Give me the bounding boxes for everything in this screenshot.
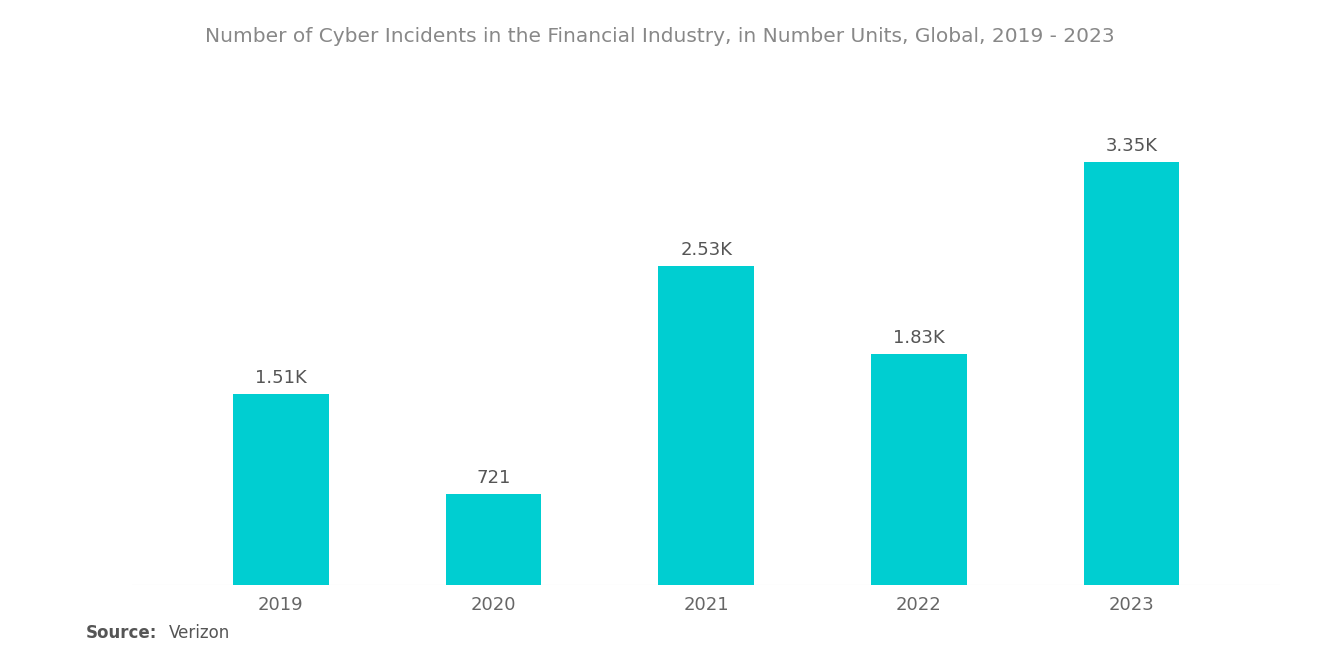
Bar: [446, 494, 541, 585]
Bar: [234, 394, 329, 585]
Bar: [871, 354, 966, 585]
Text: 2.53K: 2.53K: [680, 241, 733, 259]
Text: 1.83K: 1.83K: [894, 329, 945, 347]
Bar: [1084, 162, 1179, 585]
Text: 1.51K: 1.51K: [255, 370, 306, 388]
Bar: [659, 265, 754, 585]
Text: 3.35K: 3.35K: [1106, 137, 1158, 155]
Text: Verizon: Verizon: [169, 624, 230, 642]
Text: Source:: Source:: [86, 624, 157, 642]
Text: 721: 721: [477, 469, 511, 487]
Text: Number of Cyber Incidents in the Financial Industry, in Number Units, Global, 20: Number of Cyber Incidents in the Financi…: [205, 27, 1115, 46]
